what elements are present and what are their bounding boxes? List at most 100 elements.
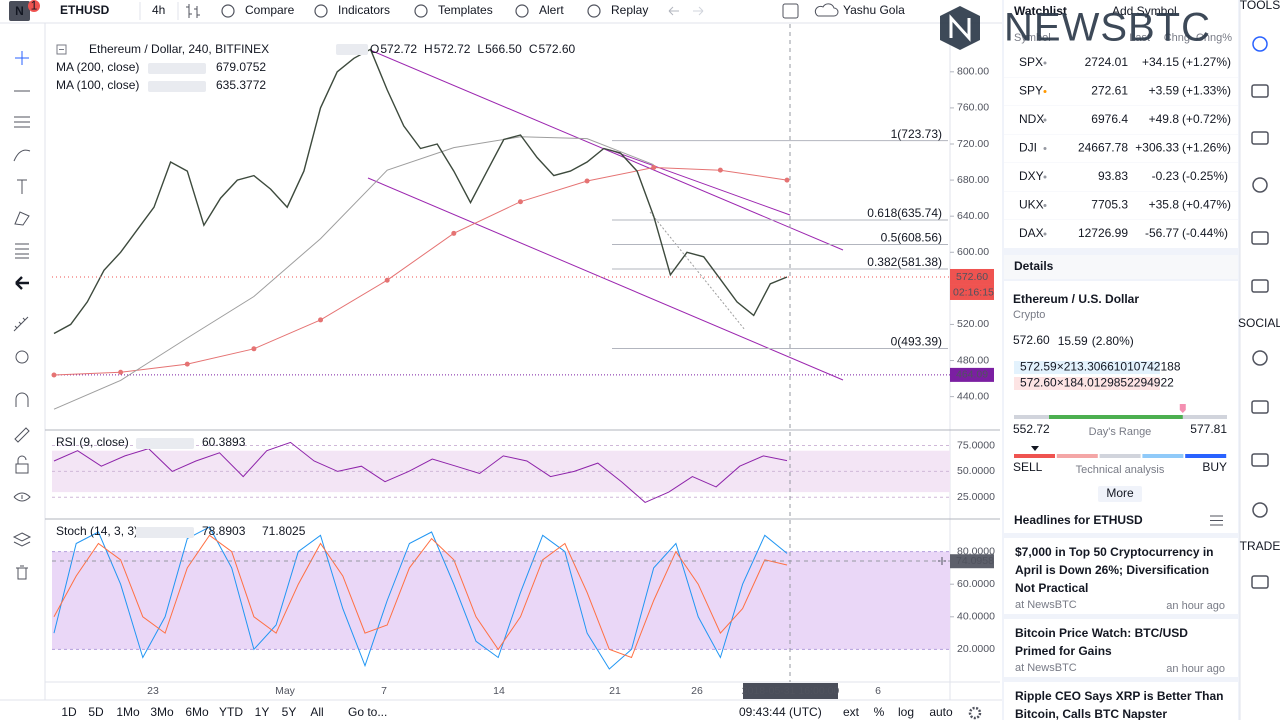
- sidebar-icon[interactable]: [1252, 350, 1268, 366]
- drawing-tool[interactable]: [14, 211, 30, 226]
- scale-option[interactable]: ext: [843, 705, 860, 719]
- drawing-tool[interactable]: [15, 392, 29, 407]
- headline-text[interactable]: Not Practical: [1015, 581, 1088, 595]
- sidebar-icon[interactable]: [1252, 177, 1268, 193]
- user-menu[interactable]: Yashu Gola: [843, 3, 905, 17]
- toolbar-icon[interactable]: [221, 4, 235, 18]
- symbol-button[interactable]: ETHUSD: [60, 3, 110, 17]
- list-icon[interactable]: [1210, 515, 1223, 526]
- toolbar-icon[interactable]: [515, 4, 529, 18]
- row-symbol[interactable]: SPX: [1019, 55, 1043, 69]
- goto-button[interactable]: Go to...: [348, 705, 387, 719]
- drawing-tool[interactable]: [12, 532, 32, 547]
- sidebar-icon[interactable]: [1252, 36, 1268, 52]
- headline-text[interactable]: Ripple CEO Says XRP is Better Than: [1015, 689, 1224, 703]
- range-button[interactable]: 1D: [61, 705, 77, 719]
- indicator-buttons: [148, 63, 206, 74]
- undo-icon[interactable]: [668, 6, 679, 16]
- collapse-icon[interactable]: [56, 44, 67, 55]
- redo-icon[interactable]: [693, 6, 704, 16]
- watchlist-row[interactable]: [1004, 163, 1238, 191]
- drawing-tool[interactable]: [17, 179, 27, 194]
- sidebar-icon[interactable]: [1251, 453, 1269, 467]
- toolbar-button[interactable]: Templates: [438, 3, 493, 17]
- tool-glyph: [17, 179, 27, 194]
- row-dot: [1043, 175, 1047, 179]
- range-button[interactable]: All: [310, 705, 323, 719]
- row-symbol[interactable]: DJI: [1019, 141, 1037, 155]
- range-button[interactable]: 5D: [88, 705, 104, 719]
- drawing-tool[interactable]: [16, 565, 28, 580]
- row-symbol[interactable]: SPY: [1019, 84, 1043, 98]
- toolbar-button[interactable]: Indicators: [338, 3, 390, 17]
- headline-text[interactable]: Primed for Gains: [1015, 644, 1112, 658]
- watchlist-row[interactable]: [1004, 220, 1238, 248]
- ma-dot: [384, 277, 390, 283]
- drawing-tool[interactable]: [15, 276, 29, 290]
- scale-option[interactable]: auto: [929, 705, 953, 719]
- drawing-tool[interactable]: [13, 316, 29, 332]
- sidebar-icon[interactable]: [1251, 279, 1269, 293]
- toolbar-icon[interactable]: [414, 4, 428, 18]
- range-button[interactable]: 1Mo: [116, 705, 140, 719]
- scale-option[interactable]: log: [898, 705, 914, 719]
- range-high: 577.81: [1190, 422, 1227, 436]
- watchlist-row[interactable]: [1004, 106, 1238, 134]
- headline-text[interactable]: Bitcoin, Calls BTC Napster: [1015, 707, 1167, 720]
- row-change-percent: (+0.47%): [1182, 198, 1231, 212]
- headline-card[interactable]: [1004, 619, 1238, 677]
- range-button[interactable]: 3Mo: [150, 705, 174, 719]
- add-symbol-button[interactable]: Add Symbol: [1112, 4, 1177, 18]
- cloud-icon[interactable]: [814, 3, 839, 17]
- settings-icon[interactable]: [968, 706, 982, 720]
- interval-button[interactable]: 4h: [152, 3, 165, 17]
- sidebar-glyph: [1251, 279, 1269, 293]
- headline-card[interactable]: [1004, 682, 1238, 720]
- drawing-tool[interactable]: [13, 492, 31, 502]
- sidebar-icon[interactable]: [1251, 575, 1269, 589]
- toolbar-button[interactable]: Replay: [611, 3, 648, 17]
- drawing-tool[interactable]: [14, 116, 30, 128]
- toolbar-icon[interactable]: [314, 4, 328, 18]
- price-tick-label: 480.00: [957, 354, 989, 366]
- sidebar-icon[interactable]: [1251, 231, 1269, 245]
- tool-glyph: [15, 350, 29, 364]
- sidebar-icon[interactable]: [1251, 131, 1269, 145]
- headlines-title: Headlines for ETHUSD: [1014, 513, 1143, 527]
- row-symbol[interactable]: UKX: [1019, 198, 1044, 212]
- row-symbol[interactable]: NDX: [1019, 112, 1044, 126]
- toolbar-button[interactable]: Compare: [245, 3, 295, 17]
- toolbar-icon[interactable]: [587, 4, 601, 18]
- drawing-tool[interactable]: [15, 243, 29, 259]
- time-label: 23: [147, 685, 159, 697]
- range-button[interactable]: 5Y: [282, 705, 297, 719]
- drawing-tool[interactable]: [15, 350, 29, 364]
- watchlist-row[interactable]: [1004, 134, 1238, 163]
- watchlist-row[interactable]: [1004, 49, 1238, 77]
- drawing-tool[interactable]: [15, 51, 29, 65]
- drawing-tool[interactable]: [13, 149, 31, 162]
- range-button[interactable]: YTD: [219, 705, 243, 719]
- sidebar-icon[interactable]: [1252, 502, 1268, 518]
- more-button-label[interactable]: More: [1106, 486, 1134, 500]
- drawing-tool[interactable]: [14, 427, 30, 443]
- bar-style-icon[interactable]: [186, 4, 200, 18]
- range-button[interactable]: 1Y: [255, 705, 270, 719]
- row-symbol[interactable]: DAX: [1019, 226, 1044, 240]
- watchlist-row[interactable]: [1004, 77, 1238, 106]
- sidebar-icon[interactable]: [1251, 400, 1269, 414]
- watchlist-row[interactable]: [1004, 191, 1238, 220]
- headline-text[interactable]: April is Down 26%; Diversification: [1015, 563, 1209, 577]
- drawing-tool[interactable]: [15, 455, 29, 474]
- toolbar-button[interactable]: Alert: [539, 3, 564, 17]
- details-title: Details: [1014, 259, 1054, 273]
- scale-option[interactable]: %: [874, 705, 885, 719]
- sidebar-icon[interactable]: [1251, 84, 1269, 98]
- headline-text[interactable]: Bitcoin Price Watch: BTC/USD: [1015, 626, 1188, 640]
- row-symbol[interactable]: DXY: [1019, 169, 1044, 183]
- more-button[interactable]: [1098, 486, 1142, 502]
- price-tick-label: 600.00: [957, 246, 989, 258]
- headline-text[interactable]: $7,000 in Top 50 Cryptocurrency in: [1015, 545, 1214, 559]
- range-button[interactable]: 6Mo: [185, 705, 209, 719]
- headline-card[interactable]: [1004, 538, 1238, 614]
